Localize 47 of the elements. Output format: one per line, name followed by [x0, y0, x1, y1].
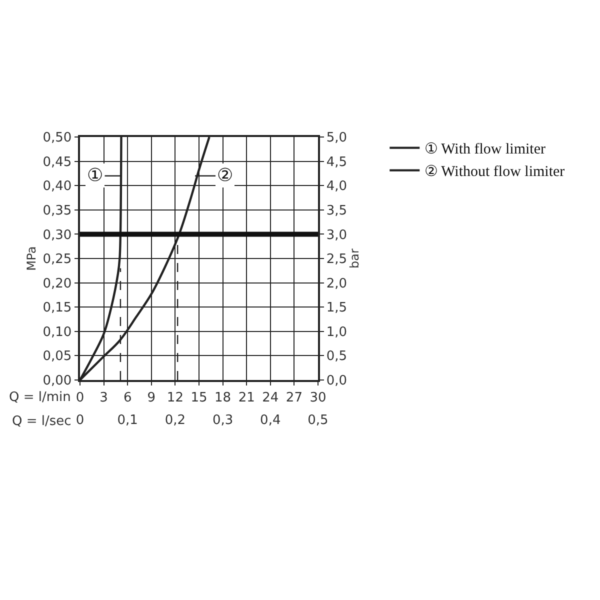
y-tick-label: 0,30 — [42, 228, 72, 243]
y-tick-label: 0,10 — [42, 324, 72, 340]
x-tick-label: 0 — [76, 390, 84, 406]
x2-tick-label: 0,1 — [117, 413, 138, 428]
y2-tick-label: 4,0 — [326, 179, 348, 194]
x-tick-label: 24 — [262, 390, 279, 406]
y2-tick-label: 4,5 — [326, 154, 348, 170]
y2-axis-title: bar — [347, 248, 362, 268]
x2-tick-label: 0,2 — [164, 413, 186, 428]
x-tick-label: 15 — [190, 390, 208, 406]
y-tick-label: 0,50 — [42, 130, 72, 146]
y-tick-label: 0,40 — [42, 179, 72, 194]
y-tick-label: 0,25 — [42, 252, 72, 268]
y2-tick-label: 0,5 — [326, 349, 348, 364]
y2-tick-label: 1,0 — [326, 324, 348, 340]
x2-tick-label: 0,4 — [260, 413, 281, 428]
x-tick-label: 27 — [286, 390, 302, 406]
text: Q = l/sec — [12, 414, 72, 429]
legend-label: ② Without flow limiter — [424, 164, 565, 180]
x2-tick-label: 0,5 — [308, 413, 328, 428]
x-tick-label: 21 — [238, 390, 255, 406]
y-tick-label: 0,45 — [42, 154, 72, 170]
x-tick-label: 30 — [310, 390, 326, 406]
annotation: ① — [87, 165, 104, 186]
y-tick-label: 0,00 — [42, 374, 72, 389]
text: Q = l/min — [9, 390, 71, 405]
y2-tick-label: 2,5 — [326, 252, 348, 268]
x-tick-label: 9 — [147, 390, 156, 406]
x-tick-label: 12 — [166, 390, 184, 406]
x2-tick-label: 0,3 — [212, 413, 234, 428]
y-tick-label: 0,35 — [42, 203, 72, 218]
y2-tick-label: 3,0 — [326, 228, 348, 243]
annotation: ② — [217, 165, 234, 186]
x-tick-label: 3 — [100, 390, 108, 406]
x2-tick-label: 0 — [76, 413, 84, 428]
x-tick-label: 18 — [214, 390, 232, 406]
legend-label: ① With flow limiter — [424, 142, 546, 158]
y2-tick-label: 1,5 — [326, 300, 348, 316]
y2-tick-label: 3,5 — [326, 203, 348, 218]
y2-tick-label: 5,0 — [326, 130, 348, 146]
y2-tick-label: 0,0 — [326, 374, 348, 389]
y-tick-label: 0,20 — [42, 276, 72, 292]
y-tick-label: 0,15 — [42, 300, 72, 316]
x-tick-label: 6 — [123, 390, 132, 406]
y-axis-title: MPa — [24, 246, 38, 271]
y2-tick-label: 2,0 — [326, 276, 348, 292]
y-tick-label: 0,05 — [42, 349, 72, 364]
